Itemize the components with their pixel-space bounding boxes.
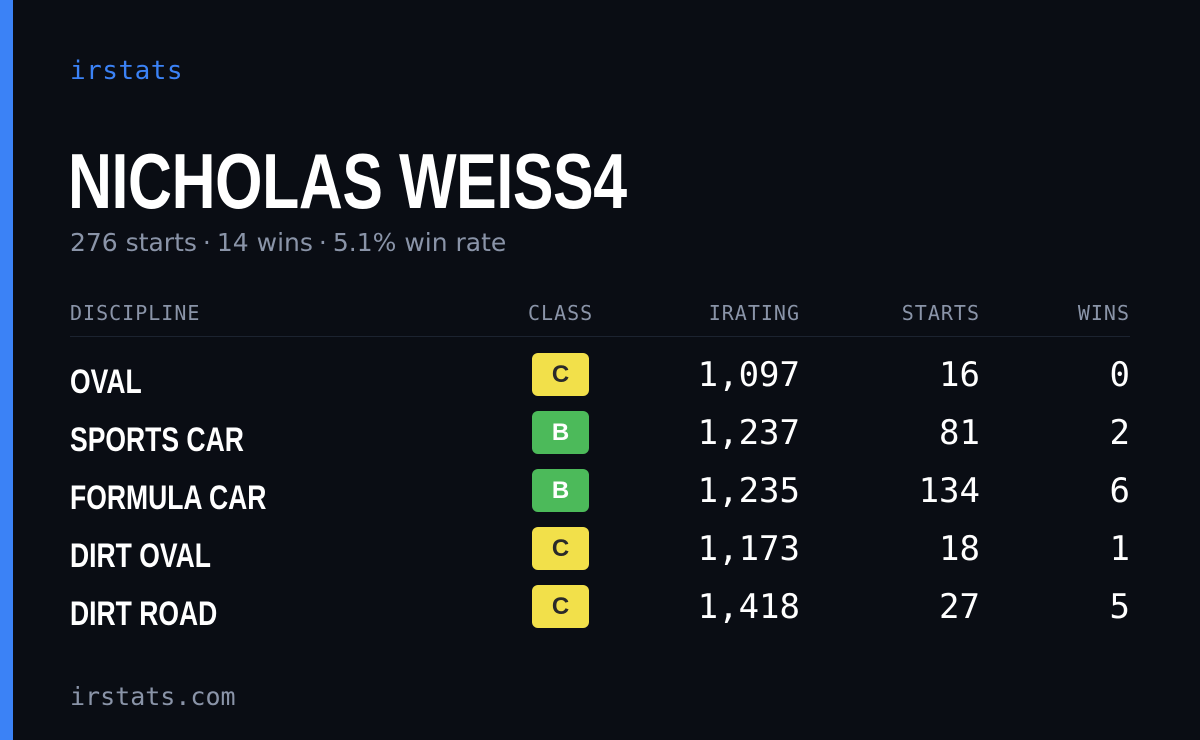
summary-wins: 14 wins [216, 228, 313, 257]
class-badge: C [532, 527, 589, 570]
header-class: CLASS [528, 301, 594, 325]
class-badge: B [532, 469, 589, 512]
class-badge: C [532, 353, 589, 396]
discipline-name: DIRT OVAL [70, 537, 211, 575]
wins-value: 1 [1109, 529, 1130, 569]
irating-value: 1,418 [697, 587, 800, 627]
summary-separator: · [202, 228, 211, 257]
irating-value: 1,097 [697, 355, 800, 395]
header-irating: IRATING [708, 301, 800, 325]
accent-bar [0, 0, 13, 740]
table-header: DISCIPLINE CLASS IRATING STARTS WINS [70, 298, 1130, 337]
table-row: FORMULA CAR B 1,235 134 6 [70, 469, 1130, 527]
starts-value: 18 [939, 529, 980, 569]
discipline-name: FORMULA CAR [70, 479, 267, 517]
table-body: OVAL C 1,097 16 0 SPORTS CAR B 1,237 81 … [70, 337, 1130, 643]
class-badge: B [532, 411, 589, 454]
discipline-stats-table: DISCIPLINE CLASS IRATING STARTS WINS OVA… [70, 298, 1130, 643]
wins-value: 6 [1109, 471, 1130, 511]
header-starts: STARTS [901, 301, 980, 325]
summary-starts: 276 starts [70, 228, 197, 257]
irating-value: 1,235 [697, 471, 800, 511]
driver-summary: 276 starts · 14 wins · 5.1% win rate [70, 228, 506, 257]
wins-value: 5 [1109, 587, 1130, 627]
class-badge: C [532, 585, 589, 628]
brand-logo-text: irstats [70, 56, 184, 86]
table-row: OVAL C 1,097 16 0 [70, 353, 1130, 411]
discipline-name: OVAL [70, 363, 142, 401]
header-discipline: DISCIPLINE [70, 301, 201, 325]
table-row: DIRT ROAD C 1,418 27 5 [70, 585, 1130, 643]
wins-value: 0 [1109, 355, 1130, 395]
summary-separator: · [318, 228, 327, 257]
driver-name: NICHOLAS WEISS4 [68, 137, 627, 225]
wins-value: 2 [1109, 413, 1130, 453]
starts-value: 27 [939, 587, 980, 627]
irating-value: 1,237 [697, 413, 800, 453]
table-row: DIRT OVAL C 1,173 18 1 [70, 527, 1130, 585]
table-row: SPORTS CAR B 1,237 81 2 [70, 411, 1130, 469]
summary-win-rate: 5.1% win rate [332, 228, 507, 257]
header-wins: WINS [1077, 301, 1130, 325]
discipline-name: DIRT ROAD [70, 595, 218, 633]
starts-value: 16 [939, 355, 980, 395]
irating-value: 1,173 [697, 529, 800, 569]
footer-url: irstats.com [70, 682, 236, 711]
starts-value: 134 [918, 471, 980, 511]
discipline-name: SPORTS CAR [70, 421, 244, 459]
starts-value: 81 [939, 413, 980, 453]
